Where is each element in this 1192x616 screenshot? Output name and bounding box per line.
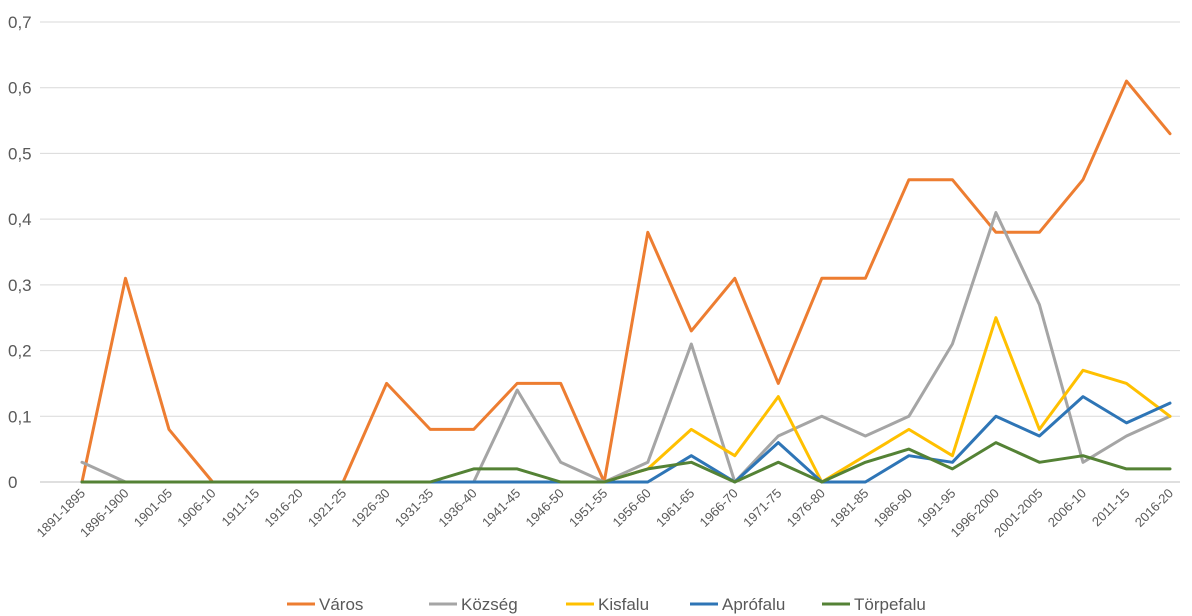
y-tick-label: 0,7 [8, 13, 32, 32]
x-tick-label: 1921-25 [305, 486, 349, 530]
x-tick-label: 2006-10 [1045, 486, 1089, 530]
legend-label: Kisfalu [598, 595, 649, 614]
gridlines [40, 21, 1180, 483]
y-tick-label: 0,4 [8, 210, 32, 229]
series-lines [80, 79, 1172, 484]
legend-label: Város [319, 595, 363, 614]
legend-label: Aprófalu [722, 595, 785, 614]
x-tick-label: 1966-70 [697, 486, 741, 530]
x-tick-label: 1936-40 [435, 486, 479, 530]
y-tick-label: 0,5 [8, 144, 32, 163]
x-tick-label: 1951-55 [566, 486, 610, 530]
series-line-kisfalu [80, 316, 1172, 484]
y-tick-label: 0,3 [8, 276, 32, 295]
series-line-törpefalu [80, 441, 1172, 484]
y-tick-label: 0,2 [8, 342, 32, 361]
x-tick-label: 1946-50 [522, 486, 566, 530]
series-line-aprófalu [80, 395, 1172, 484]
x-tick-label: 1981-85 [827, 486, 871, 530]
legend: Város Község Kisfalu Aprófalu Törpefalu [287, 595, 926, 614]
x-tick-label: 1916-20 [261, 486, 305, 530]
x-tick-label: 1961-65 [653, 486, 697, 530]
y-tick-label: 0,1 [8, 407, 32, 426]
x-tick-label: 1956-60 [610, 486, 654, 530]
x-tick-label: 1931-35 [392, 486, 436, 530]
x-tick-label: 1941-45 [479, 486, 523, 530]
x-tick-label: 1986-90 [871, 486, 915, 530]
x-tick-label: 1901-05 [131, 486, 175, 530]
x-tick-label: 2011-15 [1089, 486, 1133, 530]
x-tick-label: 1926-30 [348, 486, 392, 530]
x-tick-label: 1971-75 [740, 486, 784, 530]
y-axis-ticks: 0 0,1 0,2 0,3 0,4 0,5 0,6 0,7 [8, 13, 32, 492]
x-tick-label: 1911-15 [219, 486, 263, 530]
y-tick-label: 0 [8, 473, 17, 492]
x-tick-label: 1976-80 [784, 486, 828, 530]
x-tick-label: 1906-10 [174, 486, 218, 530]
x-tick-label: 1991-95 [914, 486, 958, 530]
x-tick-label: 2016-20 [1132, 486, 1176, 530]
y-tick-label: 0,6 [8, 79, 32, 98]
legend-label: Község [461, 595, 518, 614]
legend-label: Törpefalu [854, 595, 926, 614]
